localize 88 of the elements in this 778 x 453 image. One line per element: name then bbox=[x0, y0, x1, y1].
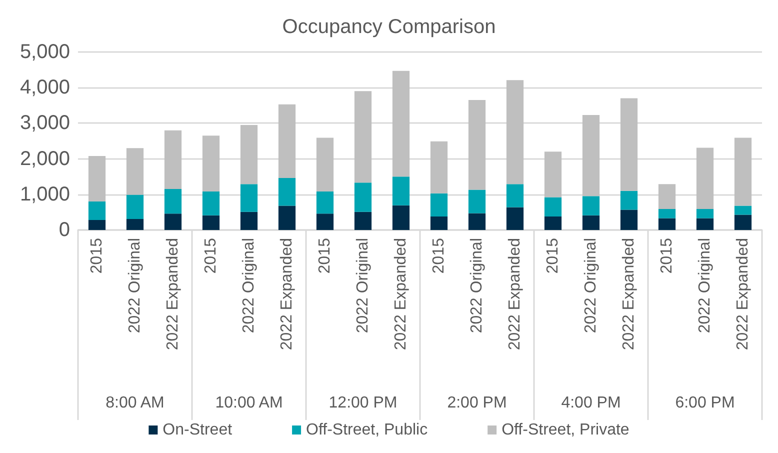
bar bbox=[430, 216, 448, 230]
bar bbox=[658, 184, 676, 209]
bar bbox=[354, 91, 372, 183]
legend-label: Off-Street, Private bbox=[502, 422, 630, 438]
x-tick-label: 2022 Original bbox=[354, 238, 372, 334]
x-tick-label: 2015 bbox=[88, 238, 106, 274]
bar bbox=[240, 184, 258, 212]
bar bbox=[316, 138, 334, 192]
bar bbox=[620, 98, 638, 191]
bar bbox=[88, 202, 106, 220]
bar bbox=[392, 70, 410, 177]
x-tick-label: 2022 Original bbox=[696, 238, 714, 334]
bar bbox=[468, 100, 486, 190]
bar bbox=[354, 212, 372, 230]
bar bbox=[126, 218, 144, 230]
bar bbox=[582, 215, 600, 230]
x-tick-label: 2022 Expanded bbox=[164, 238, 182, 350]
x-tick-label: 2022 Expanded bbox=[506, 238, 524, 350]
bar bbox=[582, 196, 600, 216]
bar bbox=[278, 178, 296, 206]
text: 10:00 AM bbox=[215, 394, 283, 412]
bar bbox=[430, 141, 448, 194]
y-tick-label: 4,000 bbox=[20, 76, 70, 99]
bar bbox=[202, 136, 220, 192]
bar bbox=[582, 115, 600, 196]
legend-label: On-Street bbox=[162, 422, 233, 438]
x-tick-label: 2022 Original bbox=[468, 238, 486, 334]
y-tick-label: 5,000 bbox=[20, 41, 70, 63]
bar bbox=[126, 148, 144, 195]
bar bbox=[202, 192, 220, 216]
bar bbox=[202, 215, 220, 230]
bar bbox=[164, 189, 182, 214]
bar bbox=[506, 80, 524, 184]
chart-title: Occupancy Comparison bbox=[282, 16, 496, 38]
bar bbox=[278, 206, 296, 230]
x-tick-label: 2015 bbox=[658, 238, 676, 274]
bar bbox=[696, 148, 714, 209]
bar bbox=[620, 210, 638, 230]
y-tick-label: 3,000 bbox=[20, 112, 70, 134]
bar bbox=[544, 197, 562, 216]
x-tick-label: 2022 Original bbox=[126, 238, 144, 334]
bar bbox=[164, 130, 182, 190]
x-tick-label: 2022 Expanded bbox=[278, 238, 296, 350]
x-tick-label: 2022 Expanded bbox=[734, 238, 752, 350]
text: 6:00 PM bbox=[675, 394, 735, 412]
bar bbox=[392, 176, 410, 206]
bar bbox=[126, 194, 144, 219]
bar bbox=[734, 206, 752, 215]
bar bbox=[544, 216, 562, 230]
bar bbox=[88, 220, 106, 230]
x-tick-label: 2022 Original bbox=[240, 238, 258, 334]
bar bbox=[240, 124, 258, 184]
y-tick-label: 0 bbox=[58, 219, 70, 241]
bar bbox=[696, 218, 714, 230]
bar bbox=[354, 182, 372, 212]
bar bbox=[164, 214, 182, 230]
bar bbox=[316, 214, 334, 230]
x-tick-label: 2015 bbox=[430, 238, 448, 274]
bar bbox=[506, 184, 524, 208]
bar bbox=[734, 214, 752, 230]
bar bbox=[392, 205, 410, 230]
x-tick-label: 2015 bbox=[544, 238, 562, 274]
text: 2:00 PM bbox=[447, 394, 507, 412]
text: 4:00 PM bbox=[561, 394, 621, 412]
text: 12:00 PM bbox=[328, 394, 398, 412]
x-tick-label: 2022 Original bbox=[582, 238, 600, 334]
bar bbox=[544, 152, 562, 198]
bar bbox=[240, 212, 258, 230]
bar bbox=[658, 208, 676, 218]
bar bbox=[696, 208, 714, 218]
bar bbox=[620, 190, 638, 210]
bar bbox=[430, 193, 448, 216]
x-tick-label: 2015 bbox=[316, 238, 334, 274]
bar bbox=[468, 190, 486, 214]
x-tick-label: 2022 Expanded bbox=[620, 238, 638, 350]
y-tick-label: 2,000 bbox=[20, 148, 70, 170]
x-tick-label: 2022 Expanded bbox=[392, 238, 410, 350]
legend-label: Off-Street, Public bbox=[306, 422, 428, 438]
bar bbox=[506, 207, 524, 230]
bar bbox=[316, 192, 334, 214]
bar bbox=[734, 138, 752, 206]
bar bbox=[468, 213, 486, 230]
x-tick-label: 2015 bbox=[202, 238, 220, 274]
text: 8:00 AM bbox=[106, 394, 164, 412]
bar bbox=[278, 104, 296, 178]
y-tick-label: 1,000 bbox=[20, 183, 70, 206]
bar bbox=[658, 218, 676, 230]
bar bbox=[88, 156, 106, 202]
